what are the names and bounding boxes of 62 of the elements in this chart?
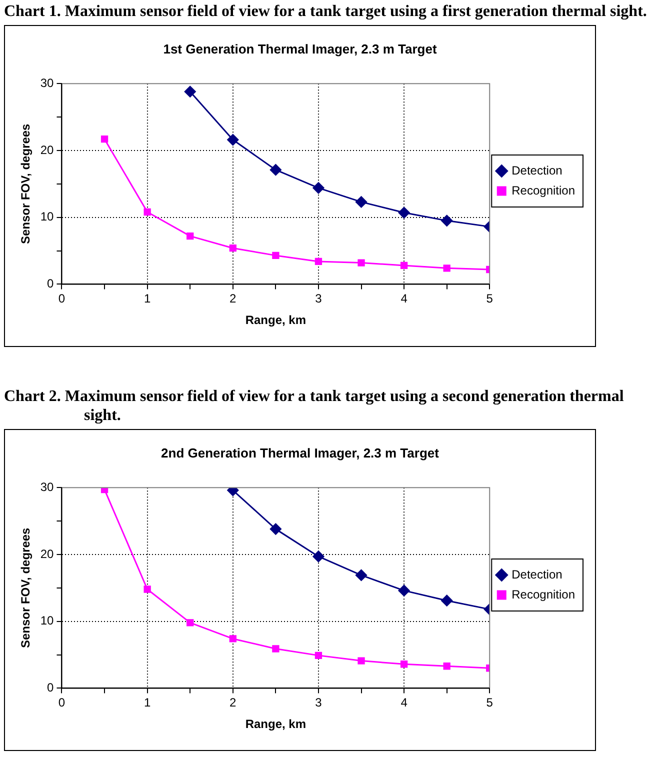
point [358,259,365,266]
caption: Chart 2. Maximum sensor field of view for a tank target using a second generation thermal sight. [4,387,625,425]
x-tick-label: 0 [58,292,66,306]
point [441,214,453,226]
point [272,252,280,260]
y-tick-label: 30 [40,76,54,90]
point [144,586,151,593]
y-tick-label: 0 [47,680,54,695]
legend-label: Recognition [512,183,575,198]
x-tick-label: 4 [400,696,408,710]
point [400,660,408,668]
point [186,232,194,240]
point [270,523,282,535]
x-tick-label: 3 [315,292,322,306]
x-tick-label: 2 [230,696,237,710]
point [398,584,410,596]
point [144,208,151,216]
y-tick-label: 0 [47,276,54,291]
chart-title: 2nd Generation Thermal Imager, 2.3 m Target [161,445,440,460]
x-tick-label: 5 [486,696,494,710]
point [312,550,324,562]
y-axis-title: Sensor FOV, degrees [18,123,33,244]
point [229,635,236,642]
legend-label: Detection [512,567,562,582]
point [314,652,322,660]
x-tick-label: 1 [144,696,151,710]
legend-label: Detection [512,163,562,178]
x-tick-label: 4 [400,292,408,306]
chart-title: 1st Generation Thermal Imager, 2.3 m Target [163,41,438,56]
x-tick-label: 0 [58,696,66,710]
y-tick-label: 20 [40,142,54,157]
x-axis-title: Range, km [245,717,306,732]
legend-label: Recognition [512,587,575,602]
point [358,657,365,664]
point [184,86,196,98]
point [272,645,280,652]
point [356,569,368,581]
y-axis-title: Sensor FOV, degrees [18,527,33,648]
point [100,488,108,494]
point [186,619,194,626]
x-tick-label: 2 [230,292,237,306]
x-tick-label: 1 [144,292,151,306]
point [312,182,324,194]
x-tick-label: 3 [315,696,322,710]
point [100,136,108,143]
x-tick-label: 5 [486,292,494,306]
y-tick-label: 20 [40,546,54,561]
y-tick-label: 30 [40,480,54,494]
point [227,134,239,146]
point [356,196,368,208]
point [314,258,322,266]
point [443,264,450,272]
y-tick-label: 10 [40,210,54,224]
point [270,164,282,176]
point [441,594,453,606]
point [398,206,410,218]
point [229,244,236,252]
caption: Chart 1. Maximum sensor field of view for a tank target using a first generation thermal sight. [4,2,648,21]
y-tick-label: 10 [40,614,54,628]
point [443,662,450,670]
x-axis-title: Range, km [245,313,306,328]
point [400,262,408,270]
